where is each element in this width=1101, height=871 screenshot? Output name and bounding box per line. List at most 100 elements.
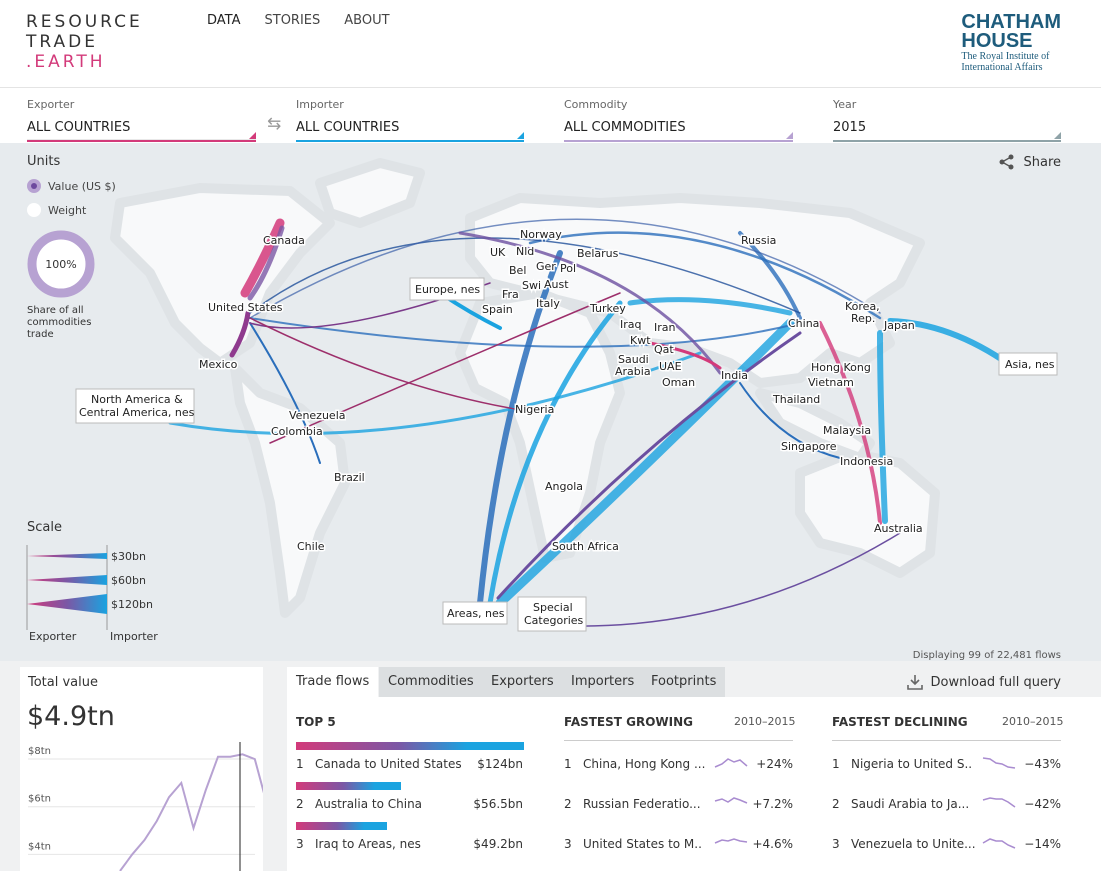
chart-ytick: $8tn	[28, 746, 51, 757]
total-value-chart[interactable]: $8tn $6tn $4tn	[20, 740, 263, 871]
sparkline	[714, 797, 748, 804]
download-label: Download full query	[930, 674, 1061, 690]
map-label: China	[788, 317, 819, 330]
divider	[832, 740, 1061, 741]
donut-caption-line: trade	[27, 329, 54, 340]
partner-sub-2: International Affairs	[961, 62, 1043, 73]
growing-label[interactable]: China, Hong Kong ...	[583, 757, 706, 771]
commodity-label: Commodity	[564, 98, 628, 111]
map-label: Saudi	[618, 353, 649, 366]
country-labels: Canada United States Mexico Venezuela Co…	[198, 227, 925, 555]
units-title: Units	[27, 154, 61, 169]
partner-sub-1: The Royal Institute of	[961, 51, 1050, 62]
map-label: Singapore	[781, 440, 837, 453]
nav-stories[interactable]: STORIES	[264, 13, 321, 28]
year-filter[interactable]: Year 2015	[833, 98, 1061, 142]
tab-importers[interactable]: Importers	[562, 667, 644, 697]
scale-120bn: $120bn	[111, 598, 153, 611]
map-label: Bel	[509, 264, 526, 277]
top5-bar	[296, 742, 524, 750]
map-label: Nld	[516, 245, 534, 258]
map-label: South Africa	[552, 540, 619, 553]
download-button[interactable]: Download full query	[906, 674, 1061, 690]
growing-title: FASTEST GROWING	[564, 715, 694, 729]
scale-legend: $30bn $60bn $120bn Exporter Importer	[26, 545, 158, 643]
growing-label[interactable]: Russian Federatio...	[583, 797, 701, 811]
partner-logo[interactable]: CHATHAM HOUSE The Royal Institute of Int…	[961, 11, 1061, 73]
share-button[interactable]: Share	[999, 154, 1061, 170]
map-label: Angola	[545, 480, 583, 493]
share-label: Share	[1023, 154, 1061, 170]
map-label: Vietnam	[808, 376, 854, 389]
region-boxes: Europe, nes Asia, nes North America & Ce…	[75, 277, 1058, 632]
importer-filter[interactable]: Importer ALL COUNTRIES	[296, 98, 524, 142]
scale-exporter: Exporter	[29, 630, 77, 643]
commodity-filter[interactable]: Commodity ALL COMMODITIES	[564, 98, 793, 142]
growing-label[interactable]: United States to M..	[583, 837, 702, 851]
flow-lines	[168, 218, 1013, 627]
top5-rank: 3	[296, 837, 304, 851]
share-icon	[999, 154, 1014, 170]
total-value: $4.9tn	[27, 701, 115, 732]
map-label: Arabia	[615, 365, 651, 378]
region-areas-nes: Areas, nes	[447, 607, 505, 620]
commodity-dropdown-icon	[786, 132, 793, 139]
tab-exporters[interactable]: Exporters	[482, 667, 563, 697]
list-panel	[287, 697, 1101, 871]
top5-rank: 2	[296, 797, 304, 811]
region-special-1: Special	[533, 601, 573, 614]
units-option-weight[interactable]: Weight	[27, 203, 86, 217]
swap-arrows-icon[interactable]: ⇆	[267, 114, 282, 134]
sparkline	[982, 838, 1016, 849]
map-label: Kwt	[630, 334, 651, 347]
exporter-filter[interactable]: Exporter ALL COUNTRIES	[27, 98, 256, 142]
top5-rank: 1	[296, 757, 304, 771]
scale-30bn: $30bn	[111, 550, 146, 563]
declining-label[interactable]: Nigeria to United S..	[851, 757, 973, 771]
map-label: Ger	[536, 260, 556, 273]
divider	[564, 740, 793, 741]
map-label: Nigeria	[515, 403, 554, 416]
header-divider	[0, 87, 1101, 88]
map-label: Turkey	[589, 302, 626, 315]
tab-footprints[interactable]: Footprints	[642, 667, 726, 697]
units-option-value[interactable]: Value (US $)	[27, 179, 116, 193]
radio-unselected-icon	[27, 203, 41, 217]
map-label: UAE	[659, 360, 682, 373]
map-label: Belarus	[577, 247, 619, 260]
site-logo[interactable]: RESOURCE TRADE .EARTH	[26, 12, 143, 72]
declining-label[interactable]: Venezuela to Unite...	[851, 837, 976, 851]
map-label: Italy	[536, 297, 560, 310]
map-label: Norway	[520, 228, 562, 241]
top5-label[interactable]: Iraq to Areas, nes	[315, 837, 421, 851]
growing-value: +24%	[756, 757, 793, 771]
region-namerica-1: North America &	[91, 393, 183, 406]
units-option-value-label: Value (US $)	[48, 179, 116, 193]
map-label: Canada	[263, 234, 305, 247]
map-label: Iran	[654, 321, 676, 334]
declining-label[interactable]: Saudi Arabia to Ja...	[851, 797, 970, 811]
map-label: Thailand	[772, 393, 820, 406]
donut-caption-line: commodities	[27, 317, 92, 328]
nav-about[interactable]: ABOUT	[344, 13, 390, 28]
map-label: Brazil	[334, 471, 365, 484]
sparkline	[714, 838, 748, 844]
tab-commodities[interactable]: Commodities	[379, 667, 483, 697]
top5-value: $124bn	[477, 757, 523, 771]
scale-60bn: $60bn	[111, 574, 146, 587]
declining-value: −42%	[1024, 797, 1061, 811]
declining-value: −14%	[1024, 837, 1061, 851]
trade-flow-map[interactable]: Canada United States Mexico Venezuela Co…	[0, 143, 1101, 661]
map-label: Iraq	[620, 318, 642, 331]
top5-label[interactable]: Australia to China	[315, 797, 423, 811]
scale-title: Scale	[27, 520, 62, 535]
top5-value: $56.5bn	[473, 797, 523, 811]
tab-trade-flows[interactable]: Trade flows	[287, 667, 379, 697]
top5-label[interactable]: Canada to United States	[315, 757, 462, 771]
partner-name-1: CHATHAM	[961, 11, 1061, 33]
importer-label: Importer	[296, 98, 344, 111]
flows-count: Displaying 99 of 22,481 flows	[913, 650, 1061, 661]
nav-data[interactable]: DATA	[207, 13, 241, 28]
map-label: Malaysia	[823, 424, 871, 437]
growing-value: +4.6%	[752, 837, 793, 851]
